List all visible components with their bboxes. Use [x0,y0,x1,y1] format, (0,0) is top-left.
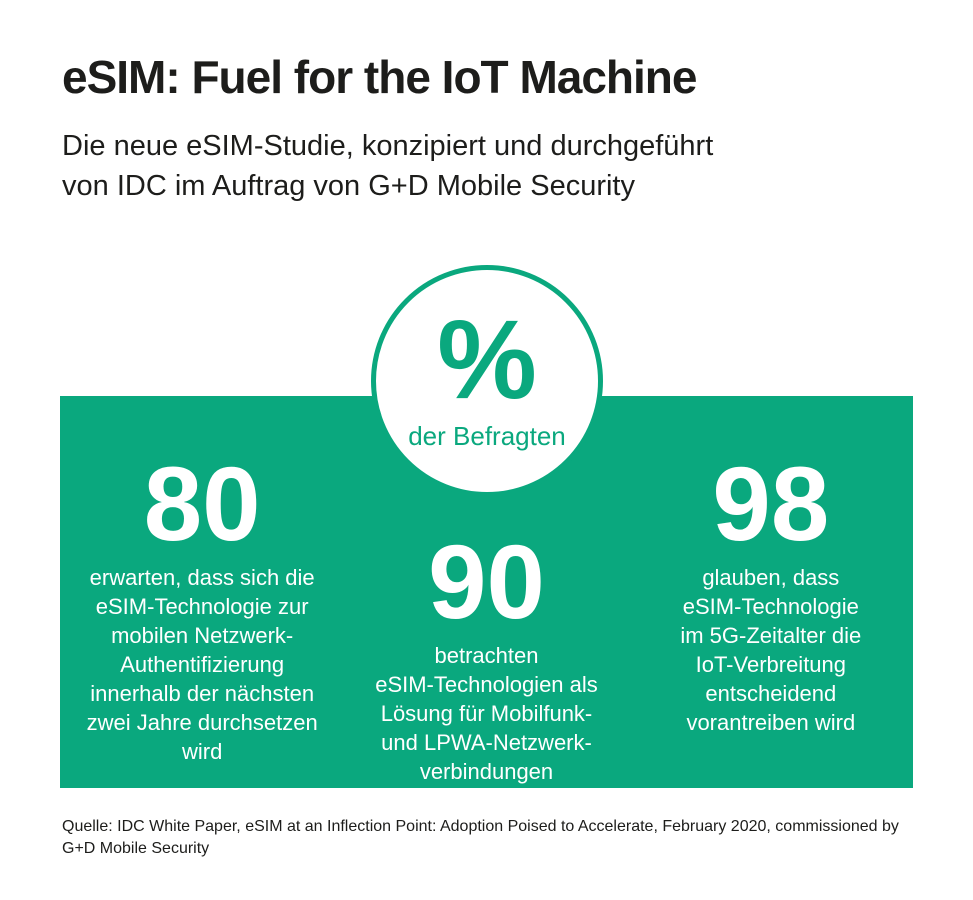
source-note: Quelle: IDC White Paper, eSIM at an Infl… [62,818,899,857]
page-title: eSIM: Fuel for the IoT Machine [62,51,697,103]
stat-description: glauben, dass eSIM-Technologie im 5G-Zei… [680,565,862,735]
stat-description: betrachten eSIM-Technologien als Lösung … [375,643,598,784]
stat-value: 80 [143,446,261,563]
percent-icon: % [437,296,537,422]
page-subtitle: Die neue eSIM-Studie, konzipiert und dur… [62,130,714,202]
stat-item-80: 80 erwarten, dass sich die eSIM-Technolo… [60,396,344,788]
stat-value: 98 [712,446,830,563]
stat-value: 90 [428,524,545,641]
stat-item-90: 90 betrachten eSIM-Technologien als Lösu… [344,396,628,788]
stat-item-98: 98 glauben, dass eSIM-Technologie im 5G-… [629,396,913,788]
stat-description: erwarten, dass sich die eSIM-Technologie… [86,565,318,764]
badge-label: der Befragten [408,421,566,452]
percent-badge: % der Befragten [371,265,603,497]
